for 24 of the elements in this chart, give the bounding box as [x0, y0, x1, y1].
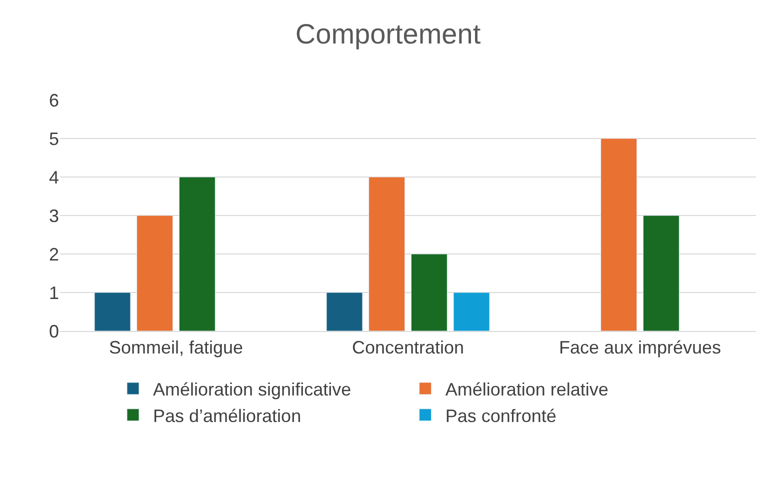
bar	[94, 292, 131, 331]
chart-title: Comportement	[295, 18, 481, 50]
legend-label: Amélioration significative	[153, 379, 352, 400]
y-tick-label: 3	[48, 206, 59, 226]
x-tick-label: Sommeil, fatigue	[108, 338, 244, 358]
legend-label: Pas confronté	[445, 406, 556, 426]
y-tick-label: 2	[48, 244, 59, 264]
x-tick-label: Concentration	[352, 338, 464, 358]
bar	[600, 138, 638, 331]
bar	[326, 292, 363, 331]
y-tick-label: 4	[48, 167, 59, 188]
legend-label: Pas d’amélioration	[153, 406, 302, 426]
y-tick-label: 0	[48, 321, 59, 342]
y-tick-label: 6	[48, 90, 59, 110]
bar	[178, 176, 216, 331]
bar	[136, 215, 174, 331]
legend-label: Amélioration relative	[445, 379, 608, 400]
y-tick-label: 1	[48, 282, 59, 303]
bar	[410, 254, 448, 331]
x-tick-label: Face aux imprévues	[558, 338, 722, 358]
bar	[453, 292, 490, 331]
bar	[368, 176, 406, 331]
y-tick-label: 5	[48, 128, 59, 149]
bar	[642, 215, 680, 331]
